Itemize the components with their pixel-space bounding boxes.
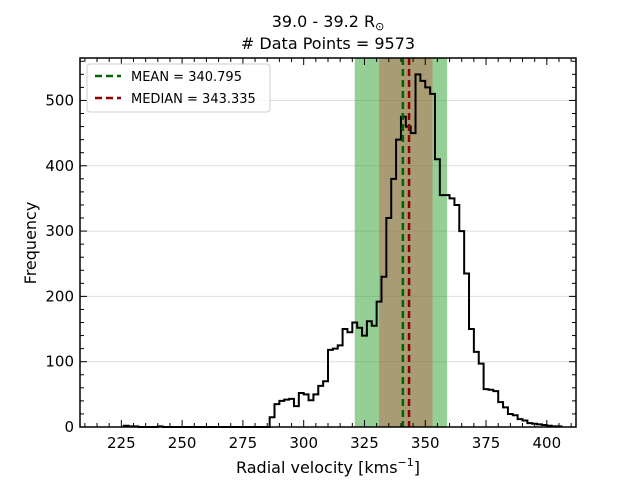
y-tick-label: 500 <box>45 91 74 109</box>
x-tick-label: 250 <box>168 434 197 452</box>
x-tick-label: 275 <box>229 434 258 452</box>
y-tick-label: 200 <box>45 287 74 305</box>
y-tick-label: 0 <box>64 418 74 436</box>
chart-title: 39.0 - 39.2 R⊙ <box>272 12 385 33</box>
x-axis-label: Radial velocity [kms−1] <box>236 456 420 477</box>
y-axis-label: Frequency <box>21 202 40 285</box>
y-tick-label: 300 <box>45 222 74 240</box>
plot-area: 225 250 275 300 325 350 375 400 0 100 200 300 400 500 <box>45 57 577 452</box>
x-tick-label: 375 <box>472 434 501 452</box>
legend-mean-label: MEAN = 340.795 <box>131 70 242 85</box>
y-tick-label: 400 <box>45 157 74 175</box>
chart-subtitle: # Data Points = 9573 <box>241 34 415 53</box>
x-tick-label: 225 <box>107 434 136 452</box>
legend-box <box>86 63 271 113</box>
sun-symbol: ⊙ <box>375 20 384 33</box>
x-tick-label: 325 <box>350 434 379 452</box>
chart-title-group: 39.0 - 39.2 R⊙ # Data Points = 9573 <box>241 12 415 53</box>
y-tick-label: 100 <box>45 353 74 371</box>
x-tick-label: 350 <box>411 434 440 452</box>
legend: MEAN = 340.795 MEDIAN = 343.335 <box>86 63 271 113</box>
x-tick-label: 400 <box>533 434 562 452</box>
x-tick-label: 300 <box>289 434 318 452</box>
legend-median-label: MEDIAN = 343.335 <box>131 92 256 107</box>
chart-title-text: 39.0 - 39.2 R <box>272 12 375 31</box>
